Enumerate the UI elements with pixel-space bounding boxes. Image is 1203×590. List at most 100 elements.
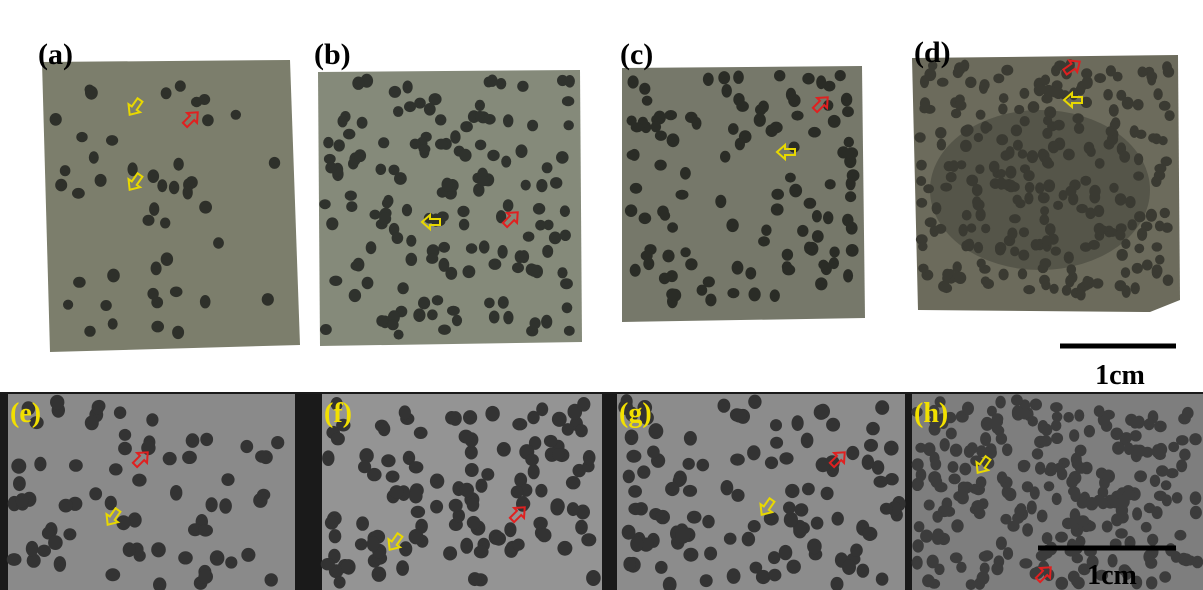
spot: [59, 499, 73, 513]
spot: [816, 75, 826, 89]
spot: [1084, 425, 1095, 437]
spot: [170, 485, 182, 501]
spot: [63, 300, 73, 310]
spot: [241, 548, 255, 562]
spot: [977, 259, 986, 269]
spot: [697, 285, 708, 296]
spot: [732, 409, 746, 423]
spot: [565, 75, 575, 88]
spot: [512, 418, 527, 430]
spot: [15, 493, 28, 507]
spot: [161, 252, 173, 266]
spot: [1030, 399, 1042, 411]
spot: [240, 440, 253, 453]
spot: [1063, 149, 1075, 161]
spot: [354, 149, 366, 162]
spot: [1176, 459, 1187, 472]
spot: [912, 458, 924, 471]
spot: [474, 545, 489, 558]
spot: [730, 454, 745, 466]
spot: [533, 203, 545, 215]
spot: [399, 541, 412, 556]
spot: [577, 397, 590, 412]
spot: [527, 120, 538, 132]
spot: [662, 250, 674, 263]
spot: [556, 151, 569, 164]
spot: [1189, 433, 1201, 445]
spot: [1146, 71, 1157, 81]
spot: [916, 198, 927, 208]
spot: [915, 132, 926, 142]
spot: [465, 463, 479, 477]
spot: [269, 157, 280, 169]
spot: [914, 521, 925, 532]
spot: [541, 315, 552, 329]
spot: [1174, 530, 1186, 541]
spot: [366, 241, 377, 254]
spot: [975, 164, 984, 174]
spot: [503, 199, 514, 212]
spot: [1137, 228, 1147, 241]
spot: [1113, 72, 1123, 82]
spot: [932, 511, 942, 523]
spot: [516, 496, 530, 512]
spot: [1020, 116, 1030, 126]
spot: [467, 516, 481, 529]
spot: [1050, 402, 1063, 412]
spot: [562, 96, 574, 106]
spot: [721, 480, 734, 495]
spot: [999, 93, 1009, 103]
spot: [1136, 130, 1147, 139]
spot: [731, 489, 744, 502]
spot: [981, 550, 993, 560]
spot: [1032, 448, 1043, 459]
spot: [386, 471, 400, 483]
spot: [198, 524, 213, 536]
spot: [1041, 75, 1050, 86]
spot: [581, 533, 596, 546]
spot: [697, 459, 710, 472]
spot: [779, 452, 793, 464]
spot: [963, 239, 974, 251]
spot: [109, 463, 123, 475]
spot: [191, 97, 202, 107]
spot: [183, 186, 193, 200]
spot: [394, 330, 404, 340]
spot: [974, 242, 983, 253]
spot: [85, 85, 95, 95]
spot: [626, 450, 641, 463]
spot: [370, 210, 381, 220]
spot: [1094, 73, 1106, 83]
spot: [972, 196, 981, 207]
spot: [257, 489, 270, 501]
spot: [1150, 475, 1160, 487]
spot: [758, 236, 770, 246]
spot: [659, 273, 670, 285]
spot: [846, 222, 858, 235]
spot: [934, 564, 944, 575]
spot: [105, 568, 120, 581]
spot: [409, 489, 423, 504]
spot: [829, 247, 839, 258]
spot: [210, 550, 225, 566]
spot: [343, 129, 355, 140]
spot: [1166, 468, 1178, 478]
spot: [829, 257, 839, 269]
spot: [60, 165, 71, 176]
spot: [972, 500, 985, 511]
spot: [1074, 123, 1084, 134]
spot: [466, 243, 477, 253]
spot: [557, 541, 572, 556]
spot: [983, 279, 994, 289]
spot: [439, 258, 450, 272]
spot: [1038, 192, 1050, 203]
spot: [846, 177, 856, 190]
spot: [630, 536, 643, 552]
spot: [477, 176, 490, 186]
spot: [976, 476, 987, 488]
spot: [26, 541, 39, 557]
spot: [1143, 550, 1153, 563]
spot: [1042, 235, 1052, 245]
spot: [676, 190, 689, 200]
spot: [755, 104, 766, 115]
